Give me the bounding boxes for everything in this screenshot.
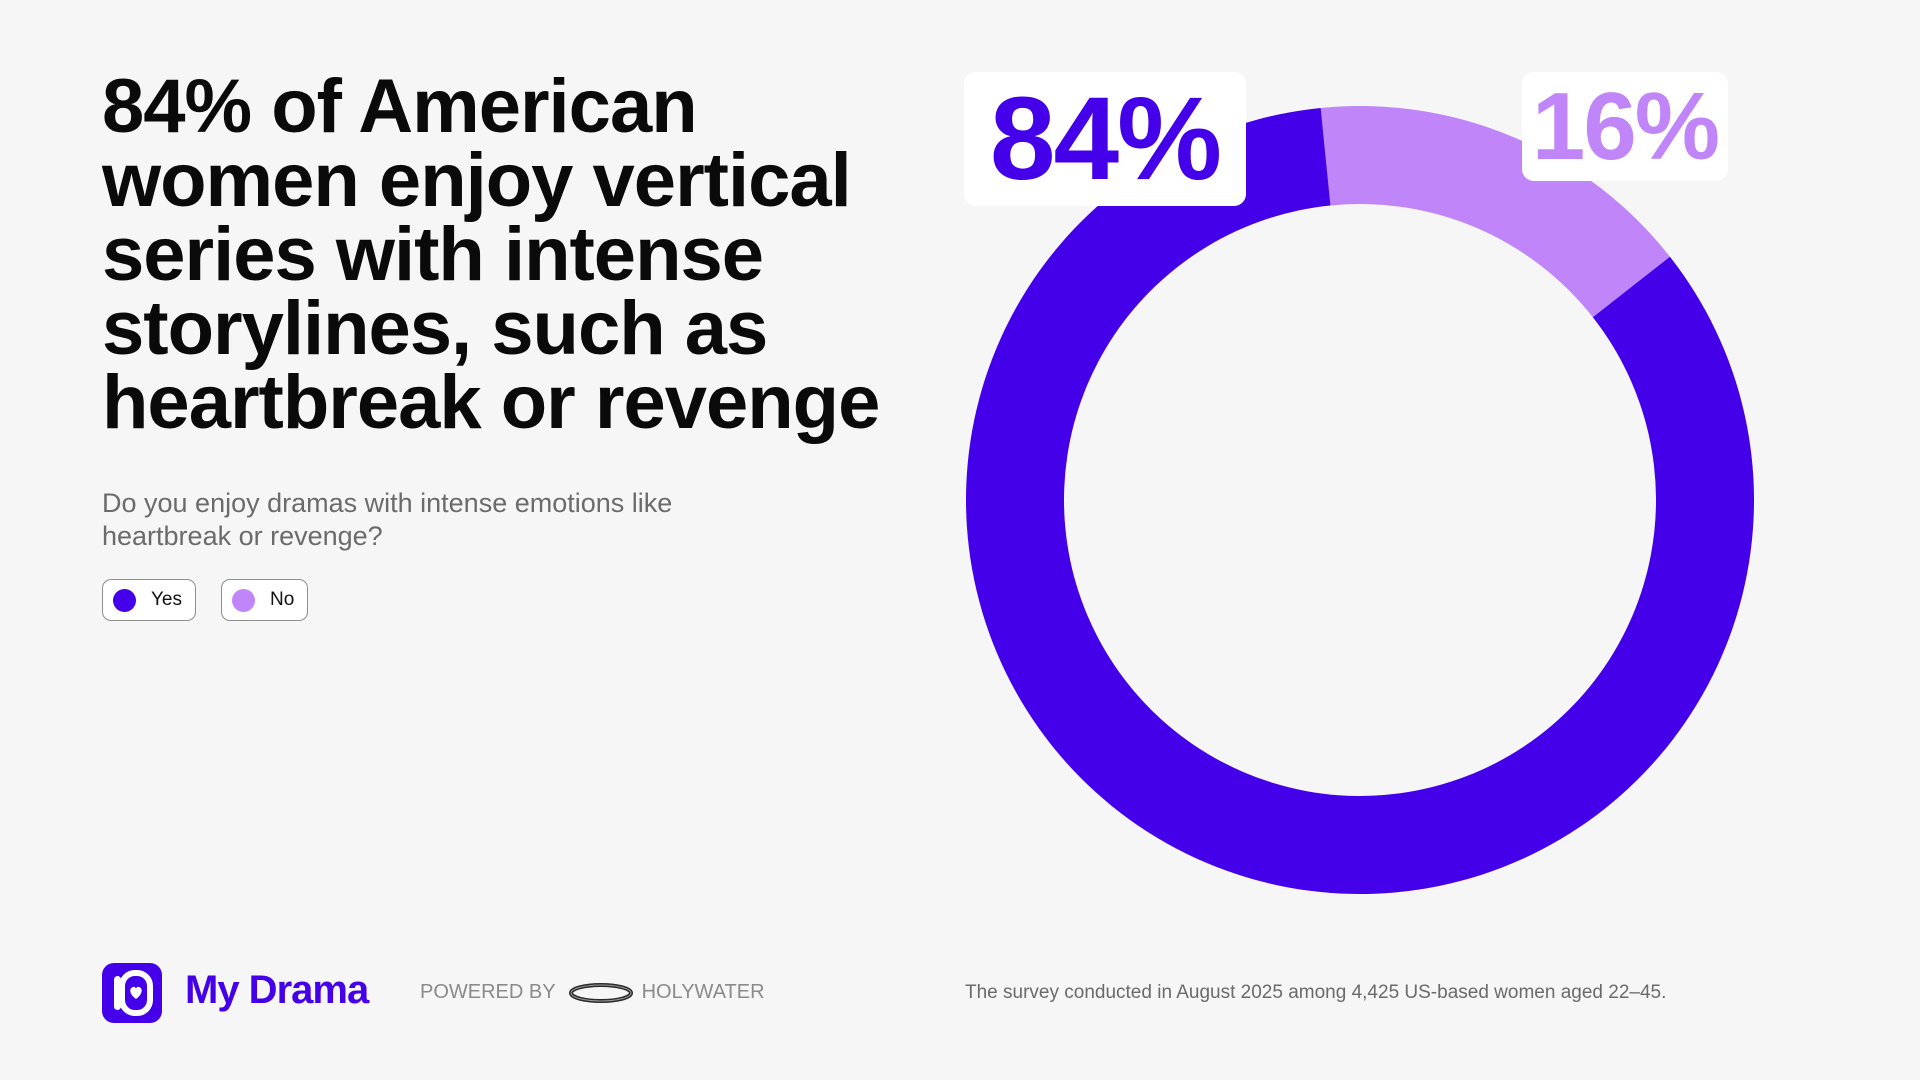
legend-label-yes: Yes: [151, 589, 182, 610]
survey-note: The survey conducted in August 2025 amon…: [965, 982, 1667, 1003]
donut-slice-no: [1320, 105, 1670, 318]
my-drama-logo-icon: [102, 963, 162, 1023]
legend-swatch-no: [232, 588, 255, 612]
legend-swatch-yes: [113, 588, 136, 612]
legend-item-no: No: [221, 579, 309, 621]
donut-chart: [966, 105, 1754, 894]
data-label-yes: 84%: [964, 72, 1246, 206]
data-label-no: 16%: [1522, 72, 1728, 181]
powered-by-label: POWERED BY: [420, 981, 556, 1003]
legend: Yes No: [102, 579, 309, 621]
brand-name: My Drama: [185, 968, 369, 1012]
powered-by: POWERED BY HOLYWATER: [420, 981, 765, 1004]
holywater-ring-icon: [568, 982, 633, 1003]
headline: 84% of American women enjoy vertical ser…: [102, 64, 880, 445]
partner-name: HOLYWATER: [641, 981, 765, 1003]
legend-item-yes: Yes: [102, 579, 196, 621]
survey-question: Do you enjoy dramas with intense emotion…: [102, 488, 673, 551]
footer: My Drama POWERED BY HOLYWATER The survey…: [0, 960, 1920, 1026]
legend-label-no: No: [270, 589, 295, 610]
